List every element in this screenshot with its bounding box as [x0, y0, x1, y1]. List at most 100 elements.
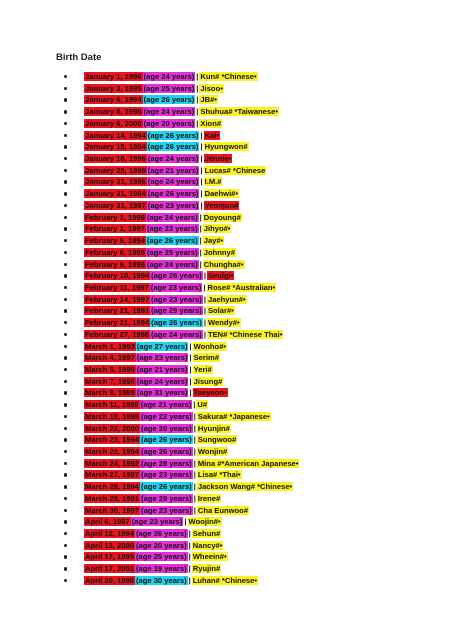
separator: |: [203, 318, 206, 328]
list-item: March 22, 2000 (age 20 years) | Hyunjin#: [64, 423, 464, 435]
bullet-icon: [64, 485, 68, 489]
separator: |: [188, 552, 191, 562]
separator: |: [196, 107, 199, 117]
bullet-icon: [64, 543, 68, 548]
birth-date: January 31, 1997: [84, 200, 147, 210]
birth-date: March 24, 1992: [84, 458, 141, 468]
age: (age 20 years): [142, 118, 196, 128]
list-item: January 6, 1994 (age 26 years) | JB#•: [64, 94, 464, 106]
member-name: Kai•: [203, 130, 221, 140]
member-name: Lucas# *Chinese: [203, 165, 267, 175]
birth-date: January 14, 1994: [84, 130, 147, 140]
separator: |: [193, 447, 196, 456]
member-name: Mina #*American Japanese•: [196, 458, 300, 468]
member-name: Hyungwon#: [203, 142, 249, 152]
bullet-icon: [64, 391, 68, 395]
separator: |: [196, 72, 199, 81]
member-name: Cha Eunwoo#: [196, 505, 250, 515]
bullet-icon: [64, 321, 68, 325]
age: (age 25 years): [142, 83, 196, 93]
bullet-icon: [64, 344, 68, 348]
member-name: Luhan# *Chinese•: [191, 575, 259, 585]
bullet-icon: [64, 86, 68, 91]
age: (age 26 years): [142, 95, 196, 105]
separator: |: [199, 236, 202, 246]
bullet-icon: [64, 285, 68, 290]
bullet-icon: [64, 461, 68, 466]
separator: |: [200, 165, 203, 175]
birth-date: January 31, 1994: [84, 189, 147, 199]
bullet-icon: [64, 309, 68, 313]
birth-date: January 16, 1996: [84, 154, 147, 164]
list-item: April 17, 1995 (age 25 years) | Wheein#•: [64, 551, 464, 563]
separator: |: [193, 400, 196, 410]
member-name: Jennie•: [203, 154, 233, 164]
list-item: March 1, 1993 (age 27 years) | Wonho#•: [64, 341, 464, 353]
age: (age 21 years): [139, 400, 193, 410]
bullet-icon: [64, 403, 68, 407]
age: (age 24 years): [145, 259, 199, 269]
list-item: March 30, 1997 (age 23 years) | Cha Eunwoo#: [64, 505, 464, 517]
member-name: Jackson Wang# *Chinese•: [196, 482, 294, 492]
member-name: Solar#•: [206, 306, 235, 316]
separator: |: [200, 154, 203, 164]
member-name: Shuhua# *Taiwanese•: [199, 107, 280, 117]
list-item: March 19, 1998 (age 22 years) | Sakura# *Ja…: [64, 411, 464, 423]
age: (age 23 years): [150, 294, 203, 304]
separator: |: [196, 118, 199, 128]
birth-date: February 9, 1996: [84, 259, 146, 269]
member-name: Jisung#: [192, 376, 224, 386]
separator: |: [189, 341, 192, 351]
list-item: February 9, 1996 (age 24 years) | Chungha#•: [64, 259, 464, 271]
separator: |: [184, 517, 187, 527]
list-item: February 1, 1996 (age 24 years) | Doyoung#: [64, 212, 464, 224]
list-item: January 25, 1999 (age 21 years) | Lucas# *C…: [64, 165, 464, 177]
member-name: Chungha#•: [202, 259, 245, 269]
age: (age 26 years): [146, 189, 200, 199]
list-item: April 12, 1994 (age 26 years) | Sehun#: [64, 528, 464, 540]
list-item: April 20, 1990 (age 30 years) | Luhan# *Chi…: [64, 575, 464, 587]
member-name: Irene#: [196, 493, 222, 503]
age: (age 26 years): [134, 529, 188, 539]
bullet-icon: [64, 578, 68, 583]
bullet-icon: [64, 157, 68, 161]
birth-date: February 27, 1996: [84, 329, 151, 339]
separator: |: [200, 200, 203, 210]
age: (age 26 years): [150, 271, 203, 281]
birth-date: March 30, 1997: [84, 505, 141, 515]
list-item: February 1, 1997 (age 23 years) | Jihyo#•: [64, 223, 464, 235]
member-name: Seulgi•: [206, 271, 235, 281]
list-item: March 24, 1992 (age 28 years) | Mina #*Amer…: [64, 458, 464, 470]
list-item: January 14, 1994 (age 26 years) | Kai•: [64, 130, 464, 142]
list-item: February 27, 1996 (age 24 years) | TEN# *Ch…: [64, 329, 464, 341]
bullet-icon: [64, 520, 68, 524]
separator: |: [203, 329, 206, 339]
bullet-icon: [64, 379, 68, 384]
age: (age 26 years): [146, 130, 200, 140]
birth-date: March 27, 1997: [84, 470, 141, 480]
member-name: Lisa# *Thai•: [196, 470, 242, 480]
member-name: Wheein#•: [191, 552, 228, 562]
separator: |: [193, 482, 196, 492]
birth-date: April 12, 1994: [84, 529, 135, 539]
age: (age 28 years): [140, 458, 193, 468]
birth-date: April 20, 1990: [84, 575, 135, 585]
birth-date: February 21, 1994: [84, 318, 151, 328]
list-item: February 6, 1995 (age 25 years) | Johnny#: [64, 247, 464, 259]
birth-date: February 10, 1994: [84, 271, 151, 281]
bullet-icon: [64, 356, 68, 360]
member-name: Jihyo#•: [202, 224, 232, 234]
age: (age 25 years): [134, 552, 188, 562]
age: (age 26 years): [140, 482, 193, 492]
birth-date: March 29, 1991: [84, 493, 141, 503]
age: (age 26 years): [140, 447, 193, 456]
age: (age 24 years): [145, 212, 199, 222]
list-item: February 21, 1991 (age 29 years) | Solar#•: [64, 305, 464, 317]
member-name: Wonjin#: [196, 447, 229, 456]
member-name: I.M.#: [203, 177, 223, 187]
age: (age 24 years): [150, 329, 203, 339]
birth-date-list: January 1, 1996 (age 24 years) | Kun# *Chin…: [64, 71, 464, 587]
list-item: January 31, 1996 (age 24 years) | I.M.#: [64, 176, 464, 188]
list-item: January 31, 1994 (age 26 years) | Daehwi#•: [64, 188, 464, 200]
birth-date: March 1, 1993: [84, 341, 136, 351]
